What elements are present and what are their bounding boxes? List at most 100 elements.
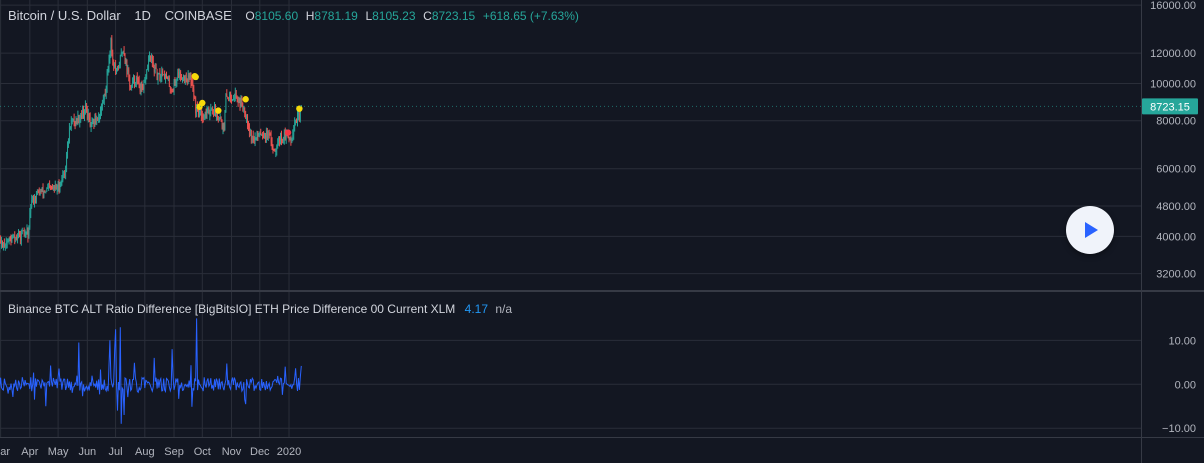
chart-legend: Bitcoin / U.S. Dollar 1D COINBASE O8105.… — [8, 8, 583, 23]
candle-body — [182, 78, 183, 80]
candle — [268, 130, 269, 141]
candle-body — [9, 238, 10, 241]
candle-body — [65, 167, 66, 175]
indicator-title[interactable]: Binance BTC ALT Ratio Difference [BigBit… — [8, 302, 455, 316]
candle-body — [139, 80, 140, 87]
candle-body — [291, 139, 292, 140]
candle-body — [296, 120, 297, 122]
candle-body — [41, 191, 42, 192]
candle-body — [241, 99, 242, 106]
candle — [68, 138, 69, 148]
candle — [86, 103, 87, 113]
replay-play-button[interactable] — [1066, 206, 1114, 254]
candle — [275, 148, 276, 151]
candle — [238, 97, 239, 107]
candle — [152, 55, 153, 67]
candle-body — [148, 59, 149, 69]
candle-body — [105, 94, 106, 95]
candle-body — [162, 71, 163, 74]
candle-body — [236, 93, 237, 98]
candle-body — [39, 191, 40, 195]
candle — [76, 116, 77, 126]
candle — [25, 229, 26, 237]
candle-body — [114, 65, 115, 67]
candle — [81, 110, 82, 119]
candle-body — [262, 135, 263, 136]
candle-body — [106, 88, 107, 95]
candle-body — [57, 189, 58, 190]
candle-body — [36, 194, 37, 199]
candle-body — [135, 83, 136, 84]
candle — [140, 83, 141, 94]
candle-body — [143, 87, 144, 90]
candle-body — [144, 80, 145, 83]
candle-body — [269, 134, 270, 135]
candle-body — [146, 70, 147, 79]
candle — [144, 77, 145, 83]
candle-body — [267, 131, 268, 139]
candle-body — [77, 118, 78, 123]
candle — [234, 94, 235, 102]
candle-body — [187, 81, 188, 83]
candle — [71, 116, 72, 131]
candle — [13, 234, 14, 238]
candle — [48, 183, 49, 191]
candle-body — [164, 74, 165, 79]
candle-body — [91, 122, 92, 126]
candle-body — [95, 118, 96, 123]
candle — [160, 74, 161, 83]
candle — [33, 195, 34, 205]
candle-body — [118, 67, 119, 68]
candle-body — [28, 230, 29, 237]
candle-body — [152, 57, 153, 62]
candle-body — [111, 39, 112, 54]
candle — [4, 238, 5, 247]
candle — [154, 65, 155, 77]
candle-body — [101, 106, 102, 111]
candle — [259, 133, 260, 137]
candle — [72, 118, 73, 124]
candle-body — [169, 78, 170, 86]
candle-body — [198, 110, 199, 115]
candle-body — [137, 78, 138, 79]
interval[interactable]: 1D — [134, 8, 151, 23]
candle — [270, 132, 271, 135]
candle — [144, 80, 145, 93]
candle — [142, 81, 143, 92]
candle-body — [225, 112, 226, 130]
candle-body — [116, 69, 117, 70]
candle — [38, 189, 39, 193]
candle — [166, 72, 167, 79]
candle-body — [72, 119, 73, 120]
candle-body — [158, 74, 159, 80]
candle-body — [214, 108, 215, 116]
candle-body — [58, 185, 59, 189]
candle — [30, 204, 31, 218]
candle — [156, 63, 157, 69]
candle — [256, 137, 257, 140]
candle-body — [238, 99, 239, 103]
close-value: 8723.15 — [432, 9, 475, 23]
candle — [110, 50, 111, 63]
candle — [282, 139, 283, 144]
candle — [221, 116, 222, 122]
candle-body — [78, 115, 79, 122]
candle-body — [220, 117, 221, 119]
change-value: +618.65 (+7.63%) — [483, 9, 579, 23]
candle — [178, 68, 179, 78]
candle-body — [298, 112, 299, 114]
candle — [297, 109, 298, 127]
candle-body — [80, 116, 81, 119]
candle-body — [219, 118, 220, 120]
x-tick-label: Dec — [250, 446, 270, 458]
signal-marker — [193, 74, 199, 80]
candle — [189, 73, 190, 82]
candle-body — [35, 198, 36, 199]
candle-body — [16, 237, 17, 238]
symbol-name[interactable]: Bitcoin / U.S. Dollar — [8, 8, 121, 23]
candle — [278, 136, 279, 146]
candle-body — [47, 188, 48, 189]
candle — [181, 74, 182, 80]
candle-body — [277, 143, 278, 147]
candle — [273, 144, 274, 153]
